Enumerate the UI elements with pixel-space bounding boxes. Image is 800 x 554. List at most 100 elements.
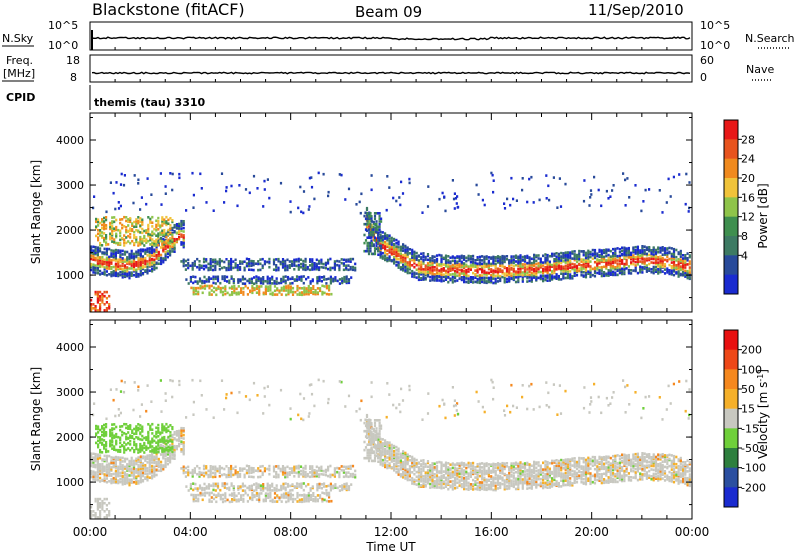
power-cell [600,265,603,269]
velocity-cell [503,484,506,487]
power-cell [397,257,400,261]
power-cell [485,276,488,280]
power-cell [285,285,288,288]
power-cell [483,203,486,207]
power-cell [634,252,637,255]
power-cell [411,257,414,261]
power-cell [99,296,102,300]
power-cell [625,258,628,262]
power-cell [139,238,142,241]
power-cell [309,268,312,272]
velocity-cell [94,458,97,461]
power-cell [287,291,290,294]
power-cell [175,240,178,244]
power-cell [302,266,305,270]
power-cell [560,257,563,260]
power-cell [363,233,366,237]
power-cell [384,232,387,235]
velocity-cell [492,478,495,481]
power-cell [146,177,149,180]
velocity-cell [372,427,375,431]
power-cell [252,262,255,265]
power-cell [317,171,320,175]
power-cell [99,243,102,247]
power-cell [230,277,233,280]
power-cell [320,258,323,262]
power-cell [372,252,375,256]
power-cell [523,266,527,269]
power-cell [286,268,289,272]
power-cell [578,269,581,273]
power-cell [166,255,169,259]
power-cell [388,237,391,240]
power-cell [643,259,646,262]
velocity-cell [496,463,500,467]
velocity-cell [160,460,163,464]
power-cell [587,270,590,273]
power-cell [672,273,676,277]
velocity-cell [517,482,520,486]
velocity-cell [103,469,106,473]
velocity-cell [521,480,524,484]
power-cell [187,258,190,262]
power-cell [636,255,639,259]
power-cell [130,267,133,270]
power-cell [429,279,432,282]
power-cell [548,254,551,258]
power-cell [309,282,312,285]
power-cell [390,247,393,251]
velocity-cell [560,462,563,465]
nsearch-tick-bottom: 10^0 [700,39,730,52]
power-cell [261,264,264,267]
power-cell [296,293,299,296]
velocity-cell [173,444,176,448]
power-cell [587,257,590,260]
velocity-cell [578,476,581,480]
power-cell [378,214,381,218]
power-cell [612,258,615,261]
velocity-cell [573,465,576,469]
velocity-cell [514,461,518,465]
power-cell [501,264,504,267]
power-cell [388,255,391,258]
velocity-cell [569,466,572,470]
velocity-cell [454,463,457,466]
power-cell [271,282,274,285]
power-cell [126,256,129,259]
power-cell [508,277,511,281]
velocity-cell [533,466,536,469]
power-cell [381,257,384,260]
velocity-cell [368,438,371,441]
power-cell [248,277,251,281]
power-cell [208,286,211,290]
power-cell [332,277,335,281]
velocity-cell [483,485,486,489]
power-cell [380,217,383,221]
power-cell [157,224,160,227]
velocity-cell [458,481,461,484]
velocity-cell [101,469,104,473]
velocity-cell [130,467,133,470]
power-cell [521,277,524,281]
velocity-cell [397,468,400,471]
power-cell [139,248,142,251]
power-cell [161,220,164,223]
power-cell [605,267,608,270]
power-cell [279,262,282,266]
power-cell [668,263,671,267]
power-cell [618,268,621,271]
power-cell [688,255,691,259]
power-cell [483,258,486,262]
velocity-cell [544,468,547,471]
velocity-cell [571,482,574,485]
power-cell [291,281,294,285]
power-cell [221,275,224,278]
power-cell [149,233,152,236]
velocity-cell [469,468,472,471]
power-cell [286,264,289,268]
power-cell [379,230,382,234]
velocity-cell [108,480,111,483]
velocity-cell [117,458,120,461]
power-cell [198,263,201,267]
velocity-cell [490,487,493,491]
